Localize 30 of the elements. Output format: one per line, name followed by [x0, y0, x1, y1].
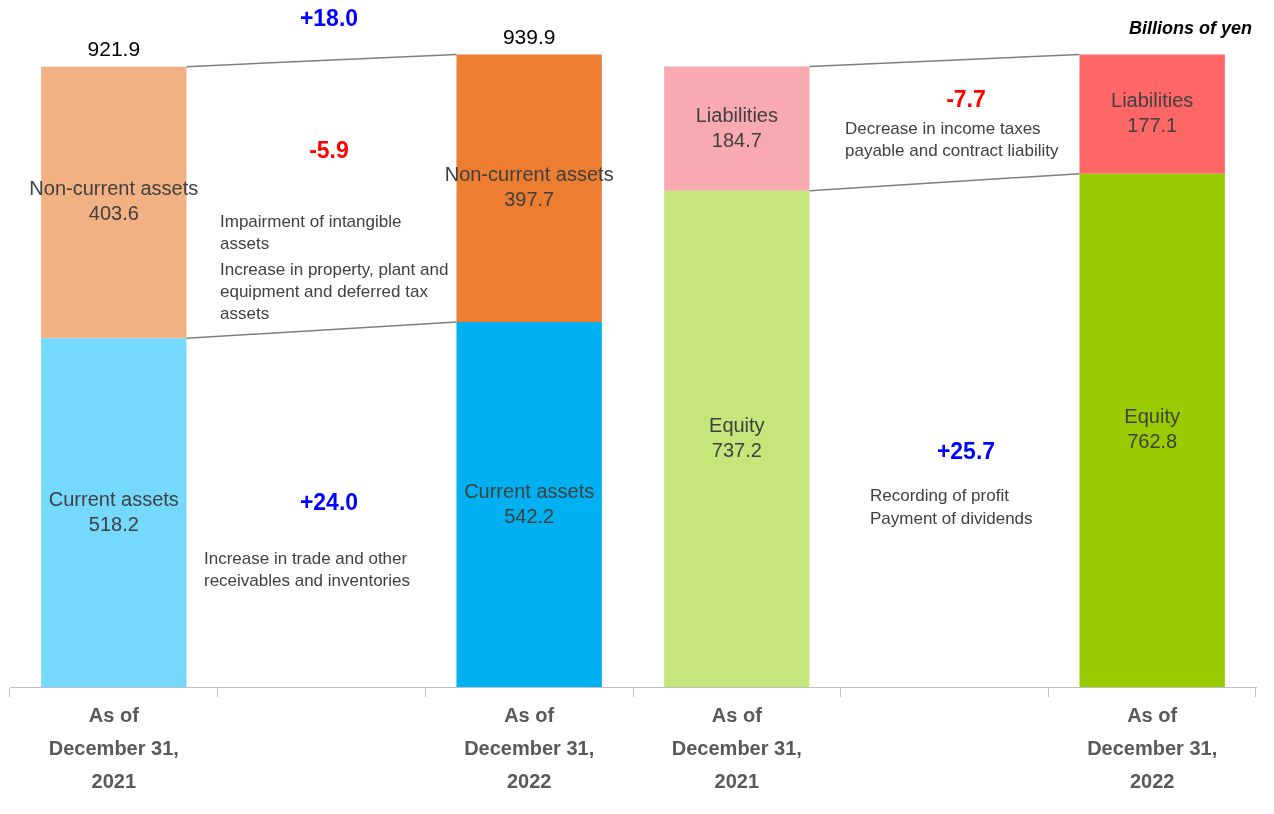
annotation: +24.0: [298, 488, 360, 517]
annotation: -7.7: [945, 85, 987, 114]
bar: [664, 66, 810, 191]
data-label: Equity 737.2: [709, 413, 765, 461]
bar: [1079, 173, 1225, 687]
bar: [41, 338, 187, 687]
annotation: -5.9: [308, 136, 350, 165]
annotation: Decrease in income taxes payable and contract liability: [845, 118, 1060, 163]
bar: [1079, 54, 1225, 174]
data-label: Equity 762.8: [1124, 405, 1180, 453]
annotation: Recording of profit: [870, 485, 1010, 507]
x-tick-label: As of December 31, 2021: [48, 704, 179, 793]
x-tick-label: As of December 31, 2021: [671, 704, 802, 793]
data-label: Liabilities 177.1: [1111, 89, 1194, 137]
data-label: Current assets 518.2: [48, 487, 179, 535]
y-axis-title: Billions of yen: [1128, 18, 1252, 39]
annotation: Increase in property, plant and equipment and deferred tax assets: [220, 259, 450, 326]
data-label: Liabilities 184.7: [695, 103, 778, 151]
annotation: Impairment of intangible assets: [220, 211, 403, 256]
text: +18.0: [298, 4, 360, 33]
x-tick-label: As of December 31, 2022: [1087, 704, 1218, 793]
total-label: 939.9: [502, 25, 556, 49]
annotation: Increase in trade and other receivables and inventories: [204, 548, 411, 593]
x-tick-label: As of December 31, 2022: [464, 704, 595, 793]
bar: [456, 322, 602, 687]
annotation: +25.7: [935, 437, 997, 466]
total-label: 921.9: [87, 37, 141, 61]
data-label: Current assets 542.2: [464, 479, 595, 527]
bar: [664, 190, 810, 687]
annotation: Payment of dividends: [870, 508, 1034, 530]
